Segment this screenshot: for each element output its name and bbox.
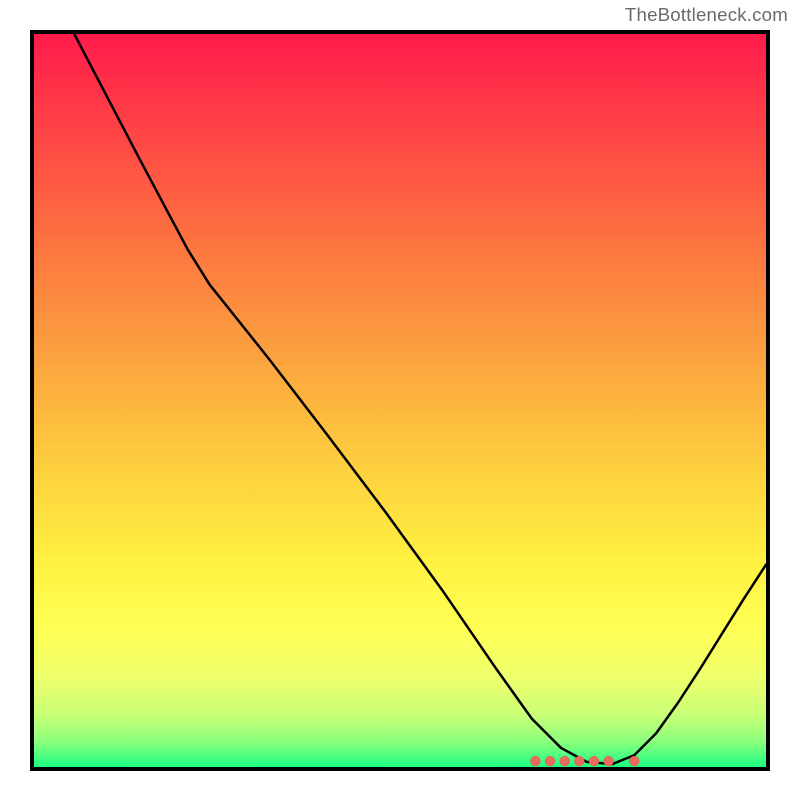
marker-dot xyxy=(574,756,584,766)
plot-frame xyxy=(30,30,770,771)
marker-layer xyxy=(34,34,766,767)
marker-dot xyxy=(589,756,599,766)
marker-dot xyxy=(560,756,570,766)
watermark-text: TheBottleneck.com xyxy=(625,4,788,26)
marker-dot xyxy=(629,756,639,766)
marker-dot xyxy=(604,756,614,766)
marker-dot xyxy=(530,756,540,766)
marker-group xyxy=(530,756,639,766)
chart-container: TheBottleneck.com xyxy=(0,0,800,800)
plot-area xyxy=(34,34,766,767)
marker-dot xyxy=(545,756,555,766)
